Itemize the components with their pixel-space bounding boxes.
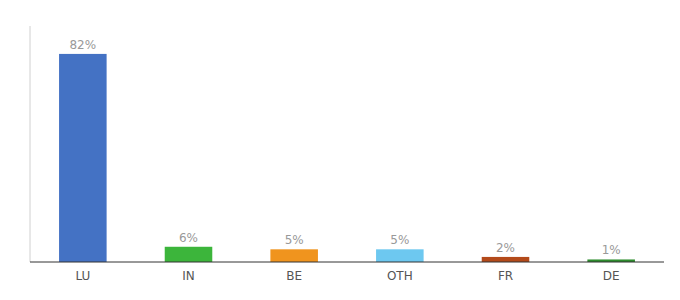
data-label: 82% [69, 38, 96, 52]
data-label: 5% [390, 233, 409, 247]
bar [482, 257, 530, 262]
x-tick-label: LU [75, 269, 90, 283]
chart-container: LU IN BE OTH FR DE 82% 6% 5% 5% 2% 1% [0, 0, 680, 300]
data-label: 2% [496, 241, 515, 255]
data-label: 5% [285, 233, 304, 247]
bar [165, 247, 213, 262]
data-label: 6% [179, 231, 198, 245]
chart-svg: LU IN BE OTH FR DE 82% 6% 5% 5% 2% 1% [0, 0, 680, 300]
data-label: 1% [602, 243, 621, 257]
x-tick-label: FR [498, 269, 513, 283]
x-tick-label: OTH [387, 269, 413, 283]
x-tick-label: DE [603, 269, 620, 283]
bar [270, 249, 318, 262]
y-axis-line [30, 26, 31, 262]
x-tick-label: BE [286, 269, 302, 283]
bar [376, 249, 424, 262]
x-axis-line [30, 262, 664, 263]
bars [59, 54, 635, 262]
x-tick-label: IN [182, 269, 195, 283]
bar [59, 54, 107, 262]
